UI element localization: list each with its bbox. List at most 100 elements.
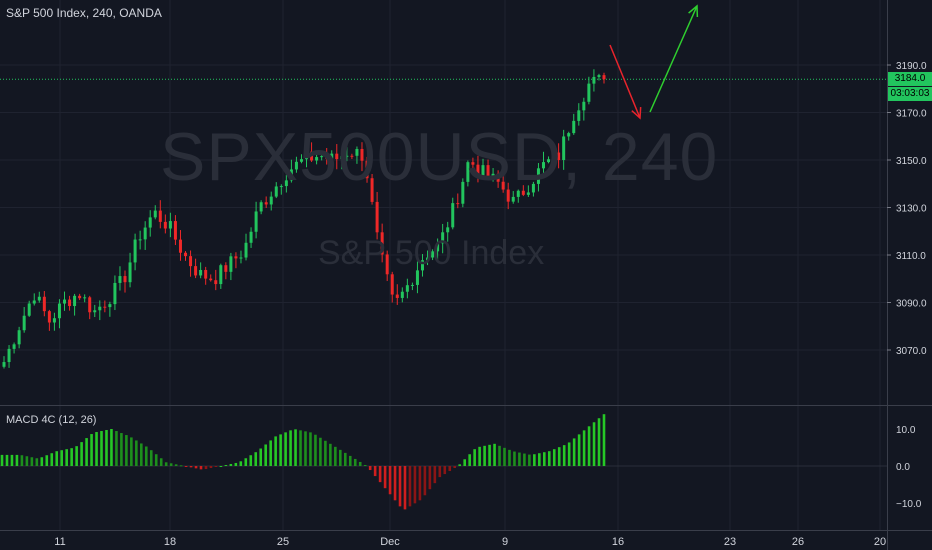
candle[interactable] (426, 250, 430, 266)
candle[interactable] (189, 250, 193, 277)
candle[interactable] (184, 251, 188, 261)
candle[interactable] (93, 304, 97, 318)
candle[interactable] (284, 174, 288, 193)
candle[interactable] (562, 129, 566, 170)
candle[interactable] (446, 221, 450, 242)
candle[interactable] (451, 197, 455, 230)
candle[interactable] (27, 300, 31, 317)
candle[interactable] (269, 191, 273, 211)
candle[interactable] (168, 212, 172, 238)
candle[interactable] (294, 156, 298, 173)
candle[interactable] (577, 103, 581, 126)
candle[interactable] (37, 291, 41, 303)
candle[interactable] (476, 155, 480, 183)
candle[interactable] (73, 293, 77, 316)
candle[interactable] (441, 223, 445, 254)
candle[interactable] (385, 250, 389, 282)
candle[interactable] (173, 215, 177, 246)
candle[interactable] (249, 227, 253, 248)
candle[interactable] (521, 185, 525, 197)
candle[interactable] (12, 342, 16, 354)
candle[interactable] (259, 200, 263, 215)
candle[interactable] (310, 142, 314, 162)
candle[interactable] (526, 185, 530, 197)
candle[interactable] (42, 291, 46, 317)
candle[interactable] (557, 143, 561, 169)
candle[interactable] (178, 230, 182, 261)
candle[interactable] (68, 295, 72, 311)
candle[interactable] (431, 249, 435, 261)
candle[interactable] (370, 173, 374, 205)
candle[interactable] (350, 153, 354, 159)
candle[interactable] (32, 293, 36, 306)
candle[interactable] (148, 210, 152, 237)
candle[interactable] (405, 278, 409, 299)
candle[interactable] (2, 356, 6, 369)
candle[interactable] (279, 184, 283, 195)
candles[interactable] (2, 69, 606, 369)
candle[interactable] (531, 181, 535, 197)
candle[interactable] (380, 223, 384, 263)
down-arrow-annotation[interactable] (609, 44, 642, 120)
candle[interactable] (52, 312, 56, 331)
candle[interactable] (108, 301, 112, 317)
candle[interactable] (219, 263, 223, 289)
up-arrow-annotation[interactable] (649, 4, 699, 113)
candle[interactable] (299, 154, 303, 164)
candle[interactable] (274, 182, 278, 199)
candle[interactable] (305, 149, 309, 168)
candle[interactable] (320, 151, 324, 161)
candle[interactable] (547, 156, 551, 164)
candle[interactable] (57, 299, 61, 329)
candle[interactable] (602, 72, 606, 84)
candle[interactable] (264, 196, 268, 209)
candle[interactable] (138, 230, 142, 250)
candle[interactable] (234, 252, 238, 269)
candle[interactable] (496, 170, 500, 188)
candle[interactable] (330, 150, 334, 166)
candle[interactable] (128, 252, 132, 288)
candle[interactable] (158, 200, 162, 229)
candle[interactable] (501, 175, 505, 193)
candle[interactable] (410, 282, 414, 291)
candle[interactable] (229, 252, 233, 281)
candle[interactable] (420, 254, 424, 277)
candle[interactable] (289, 159, 293, 183)
candle[interactable] (582, 97, 586, 121)
candle[interactable] (199, 262, 203, 279)
candle[interactable] (436, 238, 440, 262)
candle[interactable] (491, 168, 495, 182)
candle[interactable] (194, 258, 198, 279)
candle[interactable] (209, 274, 213, 282)
candle[interactable] (461, 178, 465, 208)
candle[interactable] (335, 144, 339, 170)
candle[interactable] (17, 326, 21, 349)
candle[interactable] (47, 309, 51, 331)
candle[interactable] (415, 261, 419, 294)
candle[interactable] (456, 193, 460, 209)
candle[interactable] (567, 131, 571, 141)
candle[interactable] (153, 205, 157, 220)
candle[interactable] (592, 69, 596, 92)
candle[interactable] (516, 189, 520, 203)
candle[interactable] (541, 151, 545, 178)
candle[interactable] (224, 262, 228, 280)
candle[interactable] (123, 270, 127, 293)
candle[interactable] (133, 233, 137, 271)
candle[interactable] (98, 300, 102, 321)
candle[interactable] (22, 307, 26, 333)
candle[interactable] (481, 158, 485, 178)
candle[interactable] (239, 250, 243, 264)
candle[interactable] (375, 191, 379, 240)
candle[interactable] (103, 300, 107, 313)
candle[interactable] (536, 163, 540, 192)
candle[interactable] (597, 73, 601, 81)
candle[interactable] (63, 291, 67, 311)
candle[interactable] (365, 156, 369, 183)
candle[interactable] (214, 269, 218, 291)
candle[interactable] (360, 142, 364, 172)
candle[interactable] (88, 295, 92, 320)
candle[interactable] (325, 148, 329, 165)
candle[interactable] (163, 214, 167, 234)
candle[interactable] (143, 221, 147, 250)
